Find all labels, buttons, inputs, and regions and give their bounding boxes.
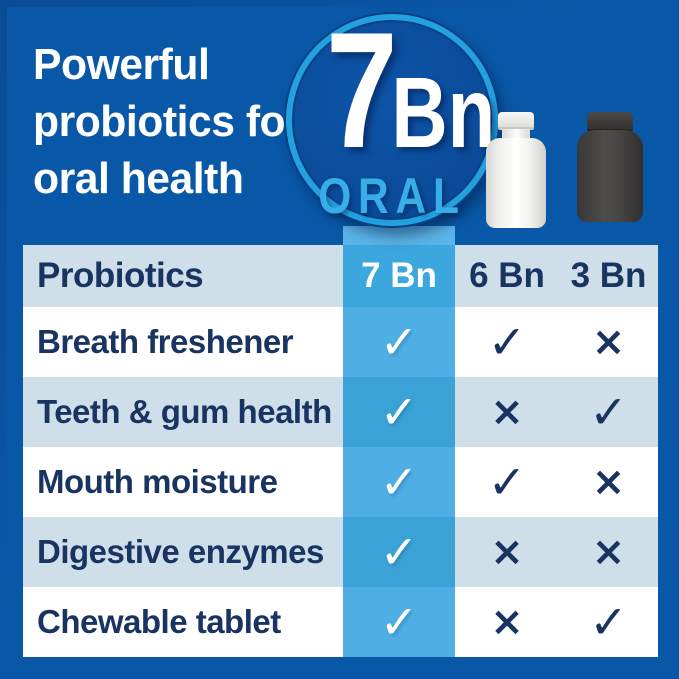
- cross-icon: ×: [490, 599, 524, 645]
- table-cell-check: ✓: [455, 447, 559, 517]
- badge-number: 7: [326, 0, 398, 182]
- table-cell-cross: ×: [559, 447, 658, 517]
- check-icon: ✓: [379, 595, 419, 649]
- table-cell-check: ✓: [343, 377, 455, 447]
- row-label: Teeth & gum health: [23, 377, 343, 447]
- check-icon: ✓: [589, 385, 628, 439]
- table-cell-cross: ×: [455, 587, 559, 657]
- dark-bottle-body: [577, 130, 643, 222]
- row-label: Mouth moisture: [23, 447, 343, 517]
- table-header-6bn: 6 Bn: [455, 245, 559, 307]
- row-label: Breath freshener: [23, 307, 343, 377]
- row-label: Digestive enzymes: [23, 517, 343, 587]
- badge-count: 7 Bn: [326, 8, 495, 173]
- white-bottle-cap: [498, 112, 534, 130]
- table-cell-cross: ×: [559, 517, 658, 587]
- table-cell-check: ✓: [559, 587, 658, 657]
- dark-pill-bottle-icon: [577, 106, 643, 222]
- check-icon: ✓: [487, 455, 527, 509]
- badge-oral-label: ORAL: [318, 168, 466, 224]
- cross-icon: ×: [490, 389, 524, 435]
- table-header-7bn: 7 Bn: [343, 245, 455, 307]
- white-pill-bottle-icon: [486, 106, 546, 228]
- check-icon: ✓: [589, 595, 628, 649]
- page-title: Powerful probiotics for oral health: [33, 36, 302, 207]
- table-header-probiotics: Probiotics: [23, 245, 343, 307]
- table-cell-check: ✓: [343, 517, 455, 587]
- white-bottle-neck: [502, 129, 530, 140]
- white-bottle-body: [486, 138, 546, 228]
- seven-billion-oral-badge: 7 Bn ORAL: [286, 8, 498, 226]
- check-icon: ✓: [379, 455, 419, 509]
- check-icon: ✓: [487, 315, 527, 369]
- table-cell-check: ✓: [343, 307, 455, 377]
- cross-icon: ×: [490, 529, 524, 575]
- title-line-1: Powerful: [33, 40, 210, 89]
- comparison-table: Probiotics 7 Bn 6 Bn 3 Bn Breath freshen…: [23, 245, 658, 657]
- edge-shading-top: [0, 0, 679, 7]
- cross-icon: ×: [591, 319, 626, 365]
- cross-icon: ×: [591, 529, 626, 575]
- check-icon: ✓: [379, 385, 419, 439]
- highlight-column-band: [343, 226, 455, 245]
- title-line-2: probiotics for: [33, 97, 302, 146]
- check-icon: ✓: [379, 525, 419, 579]
- check-icon: ✓: [379, 315, 419, 369]
- cross-icon: ×: [591, 459, 626, 505]
- dark-bottle-cap: [587, 112, 633, 132]
- edge-shading-left: [0, 0, 7, 679]
- table-cell-cross: ×: [455, 517, 559, 587]
- table-cell-check: ✓: [559, 377, 658, 447]
- title-line-3: oral health: [33, 154, 244, 203]
- table-cell-cross: ×: [455, 377, 559, 447]
- table-cell-check: ✓: [343, 587, 455, 657]
- table-cell-check: ✓: [455, 307, 559, 377]
- table-cell-check: ✓: [343, 447, 455, 517]
- badge-unit: Bn: [391, 57, 496, 169]
- row-label: Chewable tablet: [23, 587, 343, 657]
- table-cell-cross: ×: [559, 307, 658, 377]
- table-header-3bn: 3 Bn: [559, 245, 658, 307]
